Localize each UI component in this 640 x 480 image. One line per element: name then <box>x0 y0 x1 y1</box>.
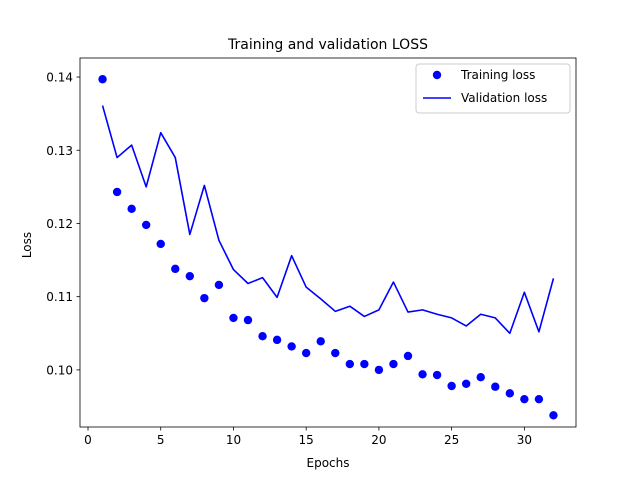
data-point-training-loss <box>403 351 413 361</box>
data-point-training-loss <box>258 332 267 341</box>
data-point-training-loss <box>476 373 485 382</box>
y-tick-label: 0.14 <box>46 71 73 85</box>
data-point-training-loss <box>331 348 340 358</box>
data-point-training-loss <box>491 382 500 391</box>
data-point-training-loss <box>360 359 369 369</box>
y-tick-label: 0.10 <box>46 363 73 377</box>
y-tick-label: 0.13 <box>46 144 73 158</box>
chart-title: Training and validation LOSS <box>227 37 428 53</box>
data-point-training-loss <box>200 293 209 303</box>
x-tick-label: 15 <box>299 433 314 447</box>
data-point-training-loss <box>185 271 195 281</box>
y-tick-label: 0.12 <box>46 217 73 231</box>
x-tick-label: 5 <box>157 433 165 447</box>
data-point-training-loss <box>156 239 165 249</box>
x-axis-label: Epochs <box>307 456 350 470</box>
legend-marker-training-loss <box>432 70 442 80</box>
legend-label-validation-loss: Validation loss <box>461 91 547 105</box>
data-point-training-loss <box>520 394 529 404</box>
data-point-training-loss <box>389 359 398 369</box>
data-point-training-loss <box>127 204 136 214</box>
y-axis-label: Loss <box>20 232 34 258</box>
data-point-training-loss <box>447 381 456 391</box>
data-point-training-loss <box>461 379 471 388</box>
data-point-training-loss <box>171 264 180 274</box>
data-point-training-loss <box>112 187 122 197</box>
x-tick-label: 20 <box>371 433 386 447</box>
y-tick-label: 0.11 <box>46 290 73 304</box>
data-point-training-loss <box>98 75 107 84</box>
axes-frame <box>79 57 577 428</box>
data-point-training-loss <box>141 220 151 230</box>
legend-box <box>415 63 571 114</box>
data-point-training-loss <box>505 389 515 398</box>
series-line-validation-loss <box>101 105 555 335</box>
data-point-training-loss <box>287 342 296 351</box>
data-point-training-loss <box>243 315 253 325</box>
data-point-training-loss <box>301 348 311 358</box>
data-point-training-loss <box>229 313 238 323</box>
data-point-training-loss <box>316 337 325 346</box>
x-tick-label: 25 <box>444 433 459 447</box>
data-point-training-loss <box>534 394 544 404</box>
data-point-training-loss <box>549 411 558 420</box>
data-point-training-loss <box>418 370 427 379</box>
x-tick-label: 30 <box>517 433 532 447</box>
data-point-training-loss <box>432 370 442 380</box>
x-tick-label: 0 <box>84 433 92 447</box>
x-tick-label: 10 <box>226 433 241 447</box>
data-point-training-loss <box>345 359 355 369</box>
data-point-training-loss <box>374 365 384 375</box>
plot-area: 0 5 10 15 20 25 30 0.10 0.11 0.12 0.13 0.14 Training… <box>46 57 577 447</box>
data-point-training-loss <box>214 280 224 290</box>
data-point-training-loss <box>272 335 282 345</box>
legend-label-training-loss: Training loss <box>460 68 535 82</box>
